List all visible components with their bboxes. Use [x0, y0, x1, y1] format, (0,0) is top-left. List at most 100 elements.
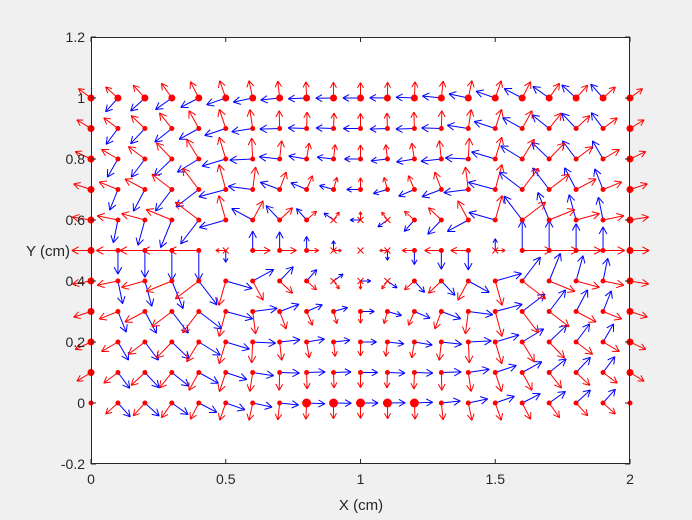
red-arrow [409, 142, 417, 160]
blue-arrow [110, 219, 119, 244]
dot-marker [600, 126, 606, 131]
blue-arrow [548, 289, 567, 312]
blue-arrow [503, 195, 523, 221]
blue-arrow [225, 341, 250, 352]
red-arrow [494, 136, 504, 160]
red-arrow [603, 246, 625, 255]
dot-marker [491, 94, 499, 102]
dot-marker [600, 217, 606, 223]
y-tick-label: 0 [77, 395, 85, 411]
dot-marker [250, 187, 256, 192]
blue-arrow [360, 278, 372, 284]
blue-arrow [602, 257, 611, 282]
dot-marker [196, 400, 202, 406]
blue-arrow [398, 189, 415, 198]
blue-arrow [602, 323, 615, 343]
dot-marker [492, 217, 498, 223]
dot-marker [223, 187, 229, 192]
red-arrow [330, 372, 338, 389]
dot-marker [277, 248, 283, 253]
dot-marker [196, 278, 202, 284]
dot-marker [304, 339, 310, 345]
blue-arrow [421, 189, 442, 199]
blue-arrow [279, 266, 294, 282]
blue-arrow [252, 338, 276, 348]
dot-marker [277, 278, 283, 284]
dot-marker [465, 370, 471, 375]
blue-arrow [467, 179, 496, 190]
blue-arrow [144, 372, 160, 389]
cross-marker [384, 247, 391, 254]
blue-arrow [561, 112, 577, 129]
dot-marker [545, 94, 553, 102]
blue-arrow [306, 269, 318, 282]
dot-marker [492, 339, 498, 345]
red-arrow [247, 137, 257, 160]
red-arrow [216, 195, 227, 221]
red-arrow [383, 112, 391, 129]
blue-arrow [227, 182, 253, 192]
dot-marker [492, 156, 498, 162]
blue-arrow [387, 369, 406, 377]
red-arrow [250, 166, 259, 190]
dot-marker [573, 370, 579, 375]
dot-marker [438, 217, 444, 223]
dot-marker [330, 94, 338, 102]
dot-marker [250, 156, 256, 162]
dot-marker [304, 309, 310, 314]
dot-marker [572, 94, 580, 102]
dot-marker [438, 126, 444, 131]
dot-marker [411, 156, 417, 162]
x-axis-label: X (cm) [339, 497, 383, 514]
cross-marker [330, 216, 337, 224]
red-arrow [182, 167, 200, 190]
red-arrow [96, 212, 119, 222]
red-arrow [217, 372, 227, 393]
red-arrow [602, 117, 618, 129]
blue-arrow [154, 189, 173, 212]
blue-arrow [414, 311, 431, 320]
red-arrow [407, 175, 415, 190]
blue-arrow [360, 338, 377, 346]
dot-marker [142, 217, 148, 223]
dot-marker [383, 94, 391, 102]
dot-marker [169, 278, 175, 284]
red-arrow [602, 311, 623, 321]
red-arrow [216, 280, 227, 306]
dot-marker [142, 156, 148, 162]
red-arrow [252, 200, 264, 221]
blue-arrow [548, 358, 567, 373]
dot-marker [115, 278, 121, 284]
red-arrow [151, 311, 173, 328]
dot-marker [222, 94, 230, 102]
blue-arrow [566, 194, 577, 221]
red-arrow [548, 341, 566, 359]
blue-arrow [473, 119, 496, 129]
red-arrow [306, 311, 314, 326]
dot-marker [546, 400, 552, 406]
dot-marker [546, 309, 552, 314]
dot-marker [250, 339, 256, 345]
dot-marker [573, 278, 579, 284]
dot-marker [384, 126, 390, 131]
red-arrow [132, 402, 146, 417]
red-arrow [217, 136, 227, 160]
dot-marker [169, 187, 175, 192]
red-arrow [96, 246, 118, 255]
red-arrow [279, 280, 294, 294]
blue-arrow [117, 311, 128, 333]
dot-marker [250, 217, 256, 223]
dot-marker [519, 370, 525, 375]
dot-marker [196, 248, 202, 253]
red-arrow [174, 280, 200, 300]
dot-marker [438, 248, 444, 253]
red-arrow [130, 115, 146, 129]
cross-marker [330, 247, 337, 254]
blue-arrow [344, 155, 361, 163]
red-arrow [433, 171, 442, 190]
dot-marker [358, 156, 363, 162]
red-arrow [127, 341, 146, 355]
blue-arrow [159, 219, 173, 248]
dot-marker [277, 187, 283, 192]
red-arrow [521, 372, 533, 391]
